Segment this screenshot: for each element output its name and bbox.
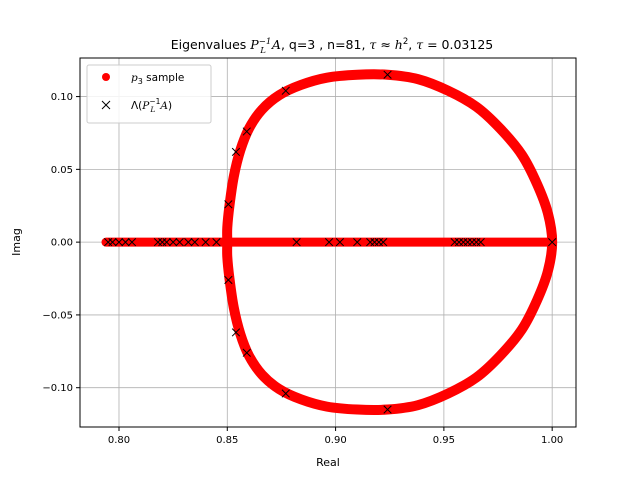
eigenvalue-point bbox=[374, 237, 384, 247]
title-sep: , bbox=[408, 37, 416, 52]
title-middle: , q=3 , n=81, bbox=[281, 37, 369, 52]
y-axis-ticks: −0.10 −0.05 0.00 0.05 0.10 bbox=[42, 92, 80, 394]
eigenvalue-point bbox=[459, 237, 468, 247]
title-tau1: τ bbox=[369, 37, 377, 52]
eigenvalue-point bbox=[127, 237, 137, 247]
title-prefix: Eigenvalues bbox=[171, 37, 251, 52]
eigenvalue-point bbox=[281, 389, 290, 398]
eigenvalue-point bbox=[184, 237, 193, 247]
eigenvalue-point bbox=[383, 405, 392, 414]
x-tick-label: 1.00 bbox=[541, 435, 563, 446]
eigenvalue-point bbox=[370, 237, 379, 247]
x-tick-label: 0.80 bbox=[108, 435, 130, 446]
title-h-sup: 2 bbox=[403, 37, 408, 47]
eigenvalue-point bbox=[104, 237, 113, 247]
title-h: h bbox=[395, 37, 403, 52]
eigenvalue-point bbox=[121, 237, 130, 247]
eigenvalue-point bbox=[153, 237, 163, 247]
eigenvalue-point bbox=[175, 237, 184, 247]
eigenvalue-point bbox=[242, 127, 251, 136]
x-axis-label: Real bbox=[316, 456, 340, 469]
eigenvalue-point bbox=[158, 237, 167, 247]
eigenvalue-point bbox=[231, 147, 241, 157]
legend-marker-p3-sample bbox=[102, 73, 110, 81]
eigenvalue-point bbox=[108, 237, 117, 247]
eigenvalue-point bbox=[467, 237, 477, 247]
y-tick-label: −0.10 bbox=[42, 383, 73, 394]
x-axis-ticks: 0.80 0.85 0.90 0.95 1.00 bbox=[108, 427, 563, 446]
eigenvalue-point bbox=[168, 237, 178, 247]
eigenvalue-point bbox=[476, 237, 485, 247]
eigenvalue-point bbox=[242, 348, 251, 357]
title-operator-sub: L bbox=[259, 46, 266, 56]
y-tick-label: 0.05 bbox=[51, 165, 73, 176]
eigenvalue-point bbox=[190, 237, 199, 247]
eigenvalue-point bbox=[454, 237, 464, 247]
x-tick-label: 0.90 bbox=[324, 435, 346, 446]
eigenvalue-markers bbox=[104, 70, 557, 414]
eigenvalue-point bbox=[548, 237, 557, 247]
eigenvalue-point bbox=[201, 237, 210, 247]
legend-label-p3-sample: p3 sample bbox=[131, 72, 184, 86]
title-approx: ≈ bbox=[376, 37, 394, 52]
legend-marker-eigenvalues bbox=[101, 100, 111, 110]
title-operator-sup: −1 bbox=[259, 37, 272, 47]
title-operator-p: P bbox=[249, 37, 259, 52]
chart-title: Eigenvalues P−1 L A, q=3 , n=81, τ ≈ h2, τ… bbox=[171, 37, 494, 56]
eigenvalue-point bbox=[383, 70, 392, 79]
eigenvalue-point bbox=[281, 86, 290, 95]
eigenvalue-point bbox=[224, 275, 233, 285]
legend-box bbox=[86, 64, 212, 124]
y-tick-label: 0.10 bbox=[51, 92, 73, 103]
eigenvalue-point bbox=[292, 237, 301, 247]
eigenvalue-point bbox=[212, 237, 221, 247]
eigenvalue-point bbox=[114, 237, 124, 247]
eigenvalue-point bbox=[335, 237, 345, 247]
legend-label-eigenvalues: Λ(P−1 L A) bbox=[131, 97, 172, 114]
eigenvalue-point bbox=[353, 237, 362, 247]
eigenvalue-point bbox=[366, 237, 375, 247]
eigenvalue-point bbox=[463, 237, 472, 247]
x-tick-label: 0.85 bbox=[216, 435, 238, 446]
title-operator-a: A bbox=[271, 37, 281, 52]
y-axis-label: Imag bbox=[10, 228, 23, 256]
eigenvalue-point bbox=[379, 237, 388, 247]
title-equals: = 0.03125 bbox=[423, 37, 493, 52]
y-tick-label: −0.05 bbox=[42, 310, 73, 321]
eigenvalue-point bbox=[450, 237, 459, 247]
eigenvalue-point bbox=[324, 237, 334, 247]
eigenvalue-point bbox=[224, 200, 233, 209]
y-tick-label: 0.00 bbox=[51, 238, 73, 249]
eigenvalue-point bbox=[231, 328, 241, 337]
eigenvalue-point bbox=[162, 237, 171, 247]
x-tick-label: 0.95 bbox=[433, 435, 455, 446]
eigenvalue-point bbox=[472, 237, 481, 247]
legend: p3 sample Λ(P−1 L A) bbox=[86, 64, 212, 124]
title-tau2: τ bbox=[416, 37, 424, 52]
